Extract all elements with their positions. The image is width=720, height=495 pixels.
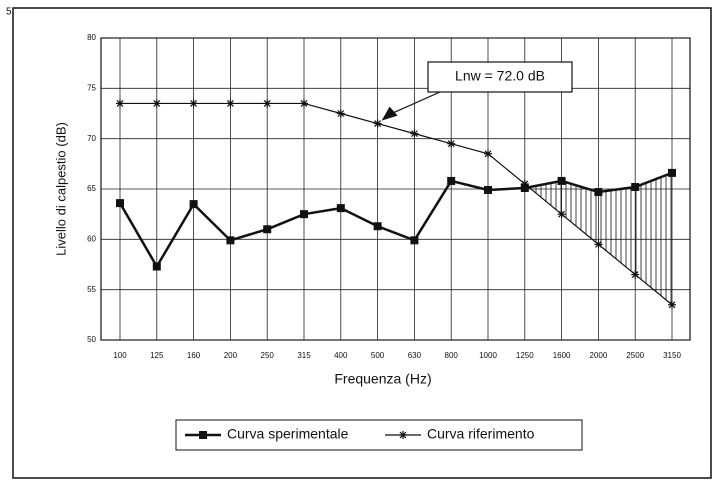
page-number: 5 [6,7,12,18]
marker-stroke [668,301,676,309]
x-tick-label: 160 [187,351,201,360]
frame [12,7,712,479]
point [373,119,382,128]
x-tick-label: 800 [445,351,459,360]
deviation-area [528,172,672,305]
point [300,99,308,108]
point [668,168,676,177]
point [263,99,272,108]
point [152,99,161,108]
marker-stroke [447,140,455,148]
y-tick-label: 55 [87,285,96,294]
marker-stroke [410,130,418,138]
line [120,102,673,306]
point [336,109,345,118]
marker-stroke [116,100,124,107]
marker-stroke [521,180,529,188]
legend-label: Curva sperimentale [227,426,349,442]
x-tick-label: 315 [297,351,311,360]
legend [175,419,583,451]
point [336,204,345,213]
x-tick-label: 3150 [663,351,681,360]
marker-stroke [558,210,566,218]
point [226,99,235,108]
point [300,210,308,219]
x-tick-label: 125 [150,351,164,360]
point [520,179,529,188]
y-tick-label: 75 [87,83,96,92]
y-tick-label: 50 [87,335,96,344]
y-tick-label: 60 [87,234,96,243]
x-tick-label: 2500 [626,351,644,360]
annotation: Lnw = 72.0 dB [455,68,545,84]
point [263,225,272,234]
point [668,300,676,309]
x-tick-label: 1000 [479,351,497,360]
x-axis-label: Frequenza (Hz) [334,371,431,387]
point [484,149,492,158]
marker-stroke [374,120,382,127]
marker-stroke [631,271,639,278]
point [189,200,198,209]
point [631,182,640,191]
marker-stroke [337,110,345,117]
point [557,210,566,219]
x-tick-label: 630 [408,351,422,360]
y-tick-label: 80 [87,33,96,42]
marker-stroke [153,100,161,107]
x-tick-label: 500 [371,351,385,360]
annotation-arrow [391,91,441,115]
x-tick-label: 2000 [590,351,608,360]
point [410,129,419,138]
marker-stroke [484,150,492,158]
marker-stroke [594,240,602,248]
y-tick-label: 70 [87,134,96,143]
marker-stroke [190,100,198,107]
point [189,99,198,108]
marker-stroke [226,100,234,107]
point [447,176,456,185]
point [399,431,407,439]
y-tick-label: 65 [87,184,96,193]
x-tick-label: 1250 [516,351,534,360]
point [152,262,161,271]
annotation-group: Lnw = 72.0 dB [427,61,573,93]
point [447,139,456,148]
marker-stroke [399,431,407,439]
point [557,176,566,185]
x-tick-label: 250 [261,351,275,360]
point [484,186,492,195]
point [116,99,124,108]
y-axis-label: Livello di calpestio (dB) [53,122,68,256]
marker-stroke [263,100,271,107]
point [594,188,603,197]
annotation-box [427,61,573,93]
point [116,199,124,208]
x-tick-label: 100 [113,351,127,360]
x-tick-label: 1600 [553,351,571,360]
line [118,171,673,269]
point [373,222,382,231]
point [520,183,529,192]
point [199,431,207,439]
point [410,236,419,245]
legend-label: Curva riferimento [427,426,535,442]
point [631,270,640,279]
x-tick-label: 400 [334,351,348,360]
annotation-arrowhead [381,106,398,121]
point [594,240,603,249]
x-tick-label: 200 [224,351,238,360]
marker-stroke [300,100,308,107]
point [226,236,235,245]
